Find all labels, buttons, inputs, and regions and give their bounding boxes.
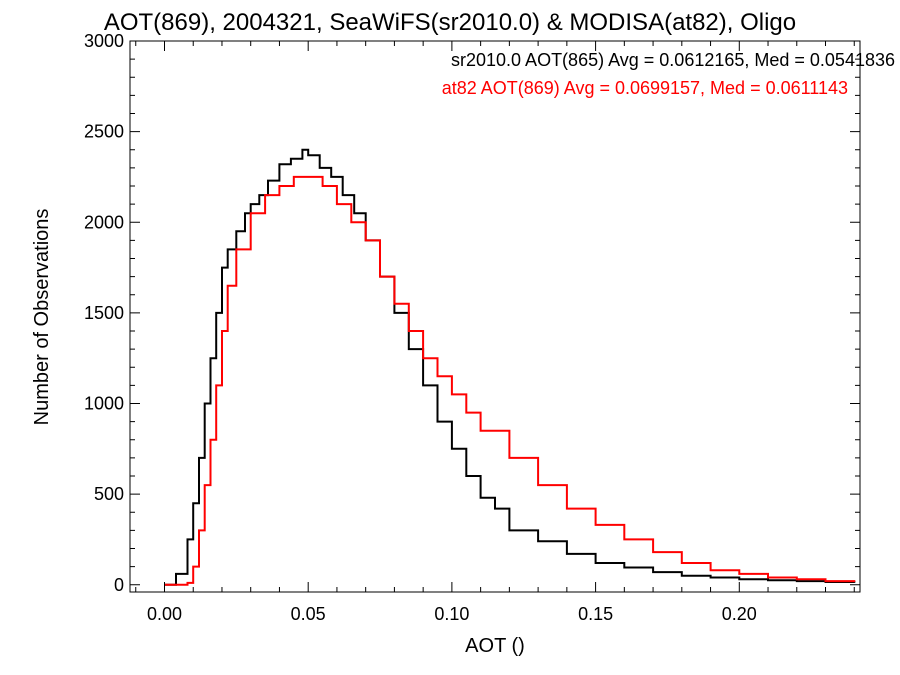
x-axis-label: AOT () — [465, 635, 525, 657]
chart-title: AOT(869), 2004321, SeaWiFS(sr2010.0) & M… — [104, 9, 796, 36]
y-tick-label: 2500 — [84, 122, 124, 142]
plot-frame — [129, 40, 861, 593]
y-tick-label: 2000 — [84, 212, 124, 232]
y-tick-label: 1500 — [84, 303, 124, 323]
x-tick-label: 0.20 — [722, 604, 757, 624]
series-annotation-red: at82 AOT(869) Avg = 0.0699157, Med = 0.0… — [442, 78, 848, 98]
series-annotation-black: sr2010.0 AOT(865) Avg = 0.0612165, Med =… — [451, 50, 895, 70]
y-tick-label: 0 — [114, 575, 124, 595]
plot-area — [164, 148, 856, 586]
y-tick-label: 3000 — [84, 31, 124, 51]
x-tick-label: 0.10 — [434, 604, 469, 624]
x-tick-label: 0.05 — [291, 604, 326, 624]
x-tick-label: 0.00 — [147, 604, 182, 624]
y-tick-label: 500 — [94, 484, 124, 504]
x-tick-label: 0.15 — [578, 604, 613, 624]
series-line-red — [164, 175, 856, 586]
y-axis-label: Number of Observations — [31, 209, 53, 426]
axes: 0.00 0.05 0.10 0.15 0.20 0 500 1000 1500 2000 2500… — [84, 31, 860, 624]
y-tick-label: 1000 — [84, 394, 124, 414]
series-line-black — [164, 148, 856, 586]
